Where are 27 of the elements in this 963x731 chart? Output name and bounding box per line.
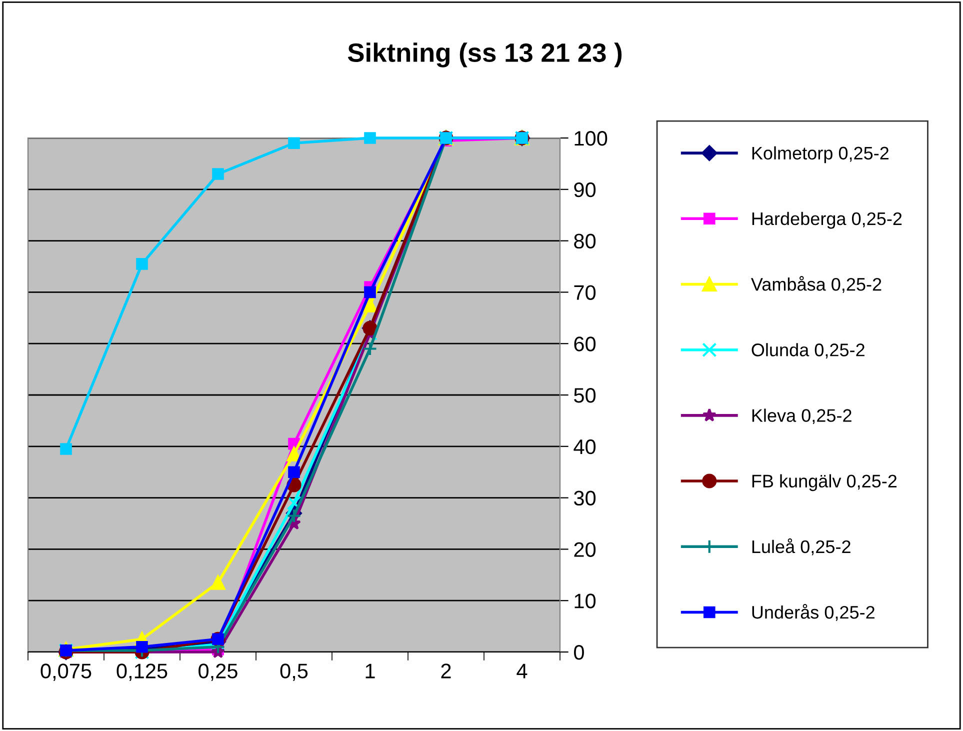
x-tick-label: 2 [441, 664, 451, 678]
y-tick-label: 40 [574, 439, 596, 454]
y-tick-label: 90 [574, 182, 596, 198]
legend-label: Hardeberga 0,25-2 [752, 212, 902, 229]
legend-label: Underås 0,25-2 [752, 604, 874, 621]
x-tick-label: 4 [516, 664, 528, 678]
y-tick-label: 60 [574, 336, 596, 352]
y-tick-label: 50 [574, 388, 596, 403]
legend-label: Vambåsa 0,25-2 [750, 276, 882, 293]
y-tick-label: 20 [574, 542, 596, 557]
legend-label: FB kungälv 0,25-2 [752, 474, 897, 492]
y-tick-label: 10 [574, 594, 596, 608]
x-tick-label: 0,125 [116, 664, 168, 681]
legend-label: Kolmetorp 0,25-2 [752, 146, 889, 164]
legend-label: Olunda 0,25-2 [752, 343, 864, 358]
x-tick-label: 0,5 [280, 664, 308, 681]
y-tick-label: 0 [574, 645, 584, 660]
legend-label: Kleva 0,25-2 [752, 408, 852, 424]
x-tick-label: 0,25 [198, 664, 238, 681]
y-tick-label: 80 [574, 234, 596, 249]
x-tick-label: 1 [366, 664, 375, 678]
legend-label: Luleå 0,25-2 [752, 538, 850, 556]
y-tick-label: 30 [574, 490, 596, 506]
y-tick-label: 100 [574, 131, 608, 146]
y-tick-label: 70 [574, 285, 596, 300]
x-tick-label: 0,075 [40, 664, 92, 681]
chart-title: Siktning (ss 13 21 23 ) [348, 42, 622, 68]
